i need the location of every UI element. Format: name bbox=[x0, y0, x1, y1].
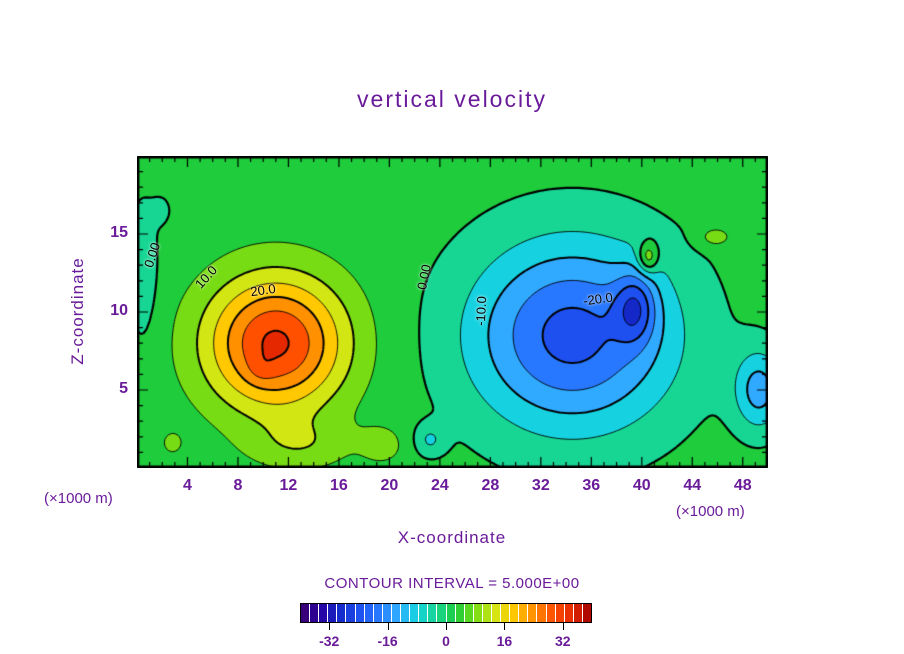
contour-canvas bbox=[137, 156, 768, 468]
colorbar-segment bbox=[519, 604, 528, 622]
x-tick-label: 28 bbox=[481, 477, 500, 494]
colorbar-segment bbox=[410, 604, 419, 622]
y-tick-label: 10 bbox=[110, 302, 128, 319]
colorbar-segment bbox=[564, 604, 573, 622]
colorbar-tick-label: -32 bbox=[319, 633, 340, 649]
x-axis-title: X-coordinate bbox=[397, 528, 507, 547]
colorbar-segment bbox=[328, 604, 337, 622]
colorbar-segment bbox=[391, 604, 401, 622]
x-tick-label: 44 bbox=[683, 477, 702, 494]
y-tick-label: 5 bbox=[119, 380, 128, 397]
colorbar-tick-label: 32 bbox=[555, 633, 571, 649]
colorbar-segment bbox=[555, 604, 564, 622]
colorbar-segment bbox=[582, 604, 591, 622]
colorbar-segments bbox=[301, 604, 591, 622]
colorbar-segment bbox=[337, 604, 346, 622]
colorbar-segment bbox=[473, 604, 482, 622]
x-tick-label: 36 bbox=[582, 477, 601, 494]
colorbar-tick bbox=[446, 623, 447, 630]
x-tick-label: 32 bbox=[531, 477, 550, 494]
colorbar-segment bbox=[346, 604, 355, 622]
colorbar-segment bbox=[491, 604, 501, 622]
colorbar-segment bbox=[401, 604, 410, 622]
colorbar-segment bbox=[364, 604, 373, 622]
colorbar-segment bbox=[319, 604, 328, 622]
colorbar bbox=[300, 603, 592, 623]
x-tick-label: 12 bbox=[279, 477, 298, 494]
colorbar-tick bbox=[387, 623, 389, 630]
x-tick-label: 16 bbox=[330, 477, 348, 494]
colorbar-segment bbox=[528, 604, 537, 622]
colorbar-segment bbox=[510, 604, 519, 622]
x-axis-unit-right: (×1000 m) bbox=[676, 503, 745, 520]
x-tick-label: 8 bbox=[233, 477, 243, 494]
colorbar-segment bbox=[355, 604, 364, 622]
colorbar-segment bbox=[373, 604, 382, 622]
colorbar-tick-label: 0 bbox=[442, 633, 450, 649]
colorbar-segment bbox=[482, 604, 491, 622]
colorbar-segment bbox=[501, 604, 510, 622]
contour-plot-area: 0.00 10.0 20.0 0.00 -10.0 -20.0 bbox=[137, 156, 768, 468]
colorbar-segment bbox=[573, 604, 582, 622]
x-axis-unit-left: (×1000 m) bbox=[44, 490, 113, 507]
colorbar-segment bbox=[537, 604, 546, 622]
colorbar-tick-labels: -32 -16 0 16 32 bbox=[0, 623, 904, 651]
plot-title: vertical velocity bbox=[357, 86, 547, 112]
colorbar-segment bbox=[546, 604, 555, 622]
colorbar-segment bbox=[301, 604, 310, 622]
x-tick-label: 40 bbox=[632, 477, 651, 494]
colorbar-tick-label: 16 bbox=[496, 633, 513, 649]
colorbar-segment bbox=[446, 604, 455, 622]
y-tick-label: 15 bbox=[110, 224, 128, 241]
colorbar-tick bbox=[329, 623, 331, 630]
colorbar-tick bbox=[504, 623, 506, 630]
colorbar-segment bbox=[310, 604, 319, 622]
colorbar-segment bbox=[419, 604, 428, 622]
colorbar-segment bbox=[428, 604, 437, 622]
y-axis-title: Z-coordinate bbox=[68, 257, 87, 365]
colorbar-segment bbox=[382, 604, 391, 622]
contour-interval-note: CONTOUR INTERVAL = 5.000E+00 bbox=[324, 575, 580, 592]
colorbar-tick bbox=[562, 623, 564, 630]
colorbar-tick-label: -16 bbox=[377, 633, 398, 649]
colorbar-segment bbox=[455, 604, 464, 622]
x-tick-label: 48 bbox=[733, 477, 752, 494]
x-tick-label: 4 bbox=[183, 477, 192, 494]
x-tick-label: 24 bbox=[430, 477, 449, 494]
colorbar-segment bbox=[437, 604, 446, 622]
colorbar-segment bbox=[464, 604, 473, 622]
x-tick-label: 20 bbox=[380, 477, 399, 494]
